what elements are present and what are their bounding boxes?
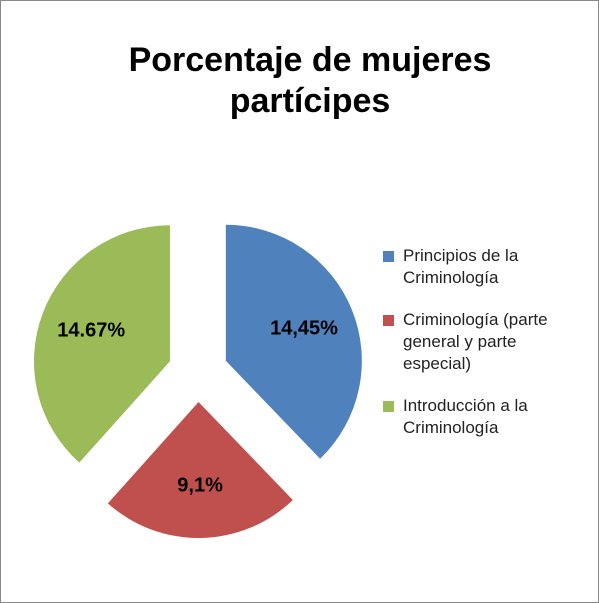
legend-swatch [383,315,394,326]
legend-swatch [383,251,394,262]
legend-label: Principios de la Criminología [403,246,519,287]
pie-slice [107,401,293,538]
legend-label: Introducción a la Criminología [403,396,528,437]
data-label: 14.67% [57,319,125,341]
legend-item: Introducción a la Criminología [383,395,588,439]
legend-label: Criminología (parte general y parte espe… [403,310,548,373]
pie-slice [225,224,362,459]
legend-swatch [383,401,394,412]
legend-item: Principios de la Criminología [383,245,588,289]
data-label: 14,45% [270,318,338,340]
pie-slice [33,225,170,463]
data-label: 9,1% [177,475,223,497]
legend: Principios de la Criminología Criminologí… [383,245,588,459]
chart-title: Porcentaje de mujeres partícipes [128,41,492,120]
legend-item: Criminología (parte general y parte espe… [383,309,588,375]
